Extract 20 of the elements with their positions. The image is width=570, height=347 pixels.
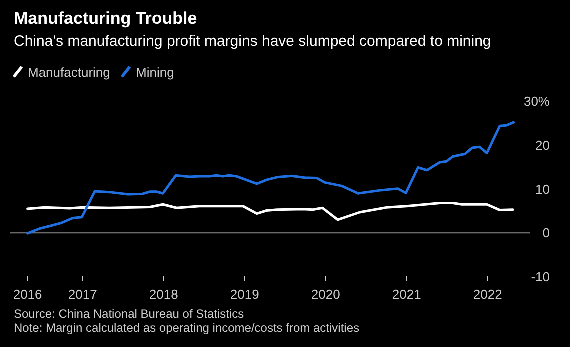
- x-tick-label: 2020: [311, 287, 340, 302]
- line-series: [26, 121, 516, 235]
- source-note: Source: China National Bureau of Statistics: [14, 307, 244, 321]
- line-series: [26, 202, 514, 222]
- x-tick-label: 2019: [230, 287, 260, 302]
- x-tick-label: 2017: [68, 287, 98, 302]
- x-tick-label: 2021: [392, 287, 422, 302]
- legend-label: Manufacturing: [28, 65, 110, 80]
- y-tick-label: -10: [531, 270, 550, 285]
- y-tick-label: 10: [536, 182, 550, 197]
- y-tick-label: 20: [536, 138, 550, 153]
- y-tick-label: 30%: [524, 94, 550, 110]
- x-tick-label: 2022: [473, 287, 502, 302]
- text: Note: Margin calculated as operating income/costs from activities: [14, 321, 360, 335]
- legend-label: Mining: [136, 65, 174, 80]
- x-tick-label: 2018: [149, 287, 178, 302]
- chart-subtitle: China's manufacturing profit margins have slumped compared to mining: [14, 33, 492, 50]
- x-tick-label: 2016: [13, 287, 42, 302]
- chart-title: Manufacturing Trouble: [14, 9, 198, 28]
- y-tick-label: 0: [542, 226, 550, 241]
